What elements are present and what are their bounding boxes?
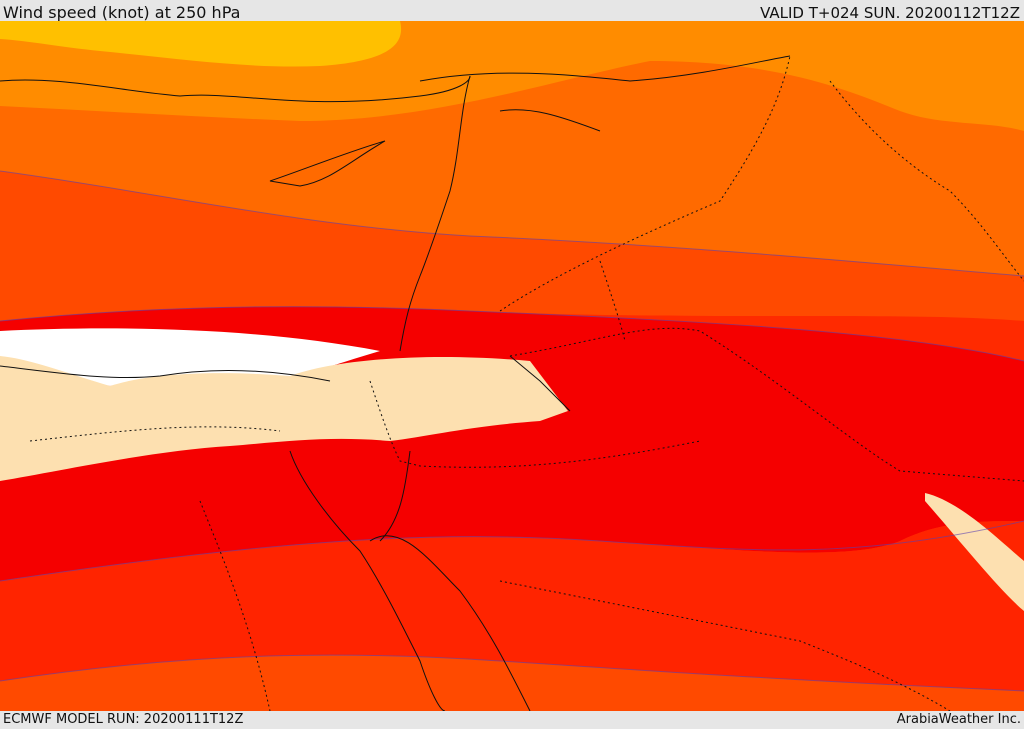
- credit: ArabiaWeather Inc.: [896, 712, 1021, 727]
- model-run: ECMWF MODEL RUN: 20200111T12Z: [3, 712, 244, 727]
- band-red-orange-south: [0, 655, 1024, 711]
- jet-max-white: [0, 328, 380, 386]
- band-yellow: [0, 21, 402, 67]
- valid-time: VALID T+024 SUN. 20200112T12Z: [760, 4, 1020, 22]
- jet-max-core: [0, 356, 568, 481]
- coastlines: [0, 55, 791, 711]
- country-borders: [29, 55, 1024, 711]
- wind-speed-map: [0, 21, 1024, 711]
- footer-bar: ECMWF MODEL RUN: 20200111T12Z ArabiaWeat…: [0, 711, 1024, 729]
- map-title: Wind speed (knot) at 250 hPa: [3, 3, 241, 22]
- isotach-contours: [0, 170, 1024, 692]
- jet-max-east: [925, 493, 1024, 611]
- header-bar: Wind speed (knot) at 250 hPa VALID T+024…: [0, 0, 1024, 22]
